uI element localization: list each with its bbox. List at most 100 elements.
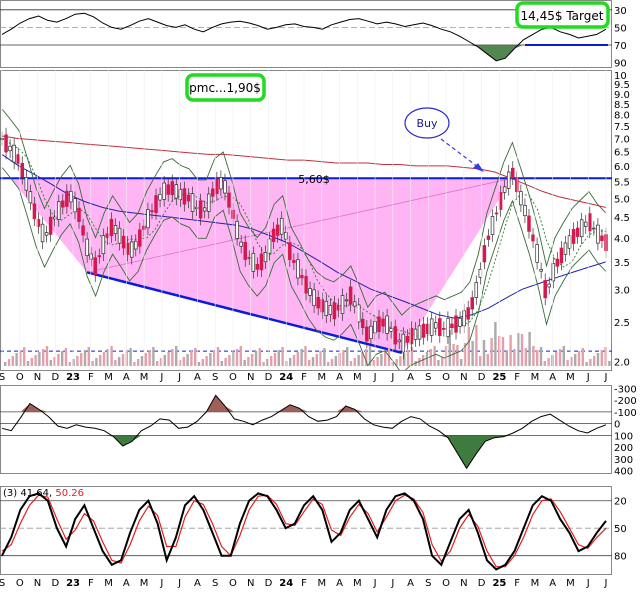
- candle-body: [515, 178, 519, 193]
- candle-body: [377, 316, 381, 333]
- x-tick-label-bottom: J: [177, 578, 181, 589]
- volume-bar: [551, 355, 554, 366]
- candle-body: [539, 269, 543, 272]
- momentum-panel-frame: [0, 385, 612, 474]
- price-tick-label: 6.5: [614, 148, 630, 159]
- candle-body: [239, 241, 243, 247]
- price-tick-label: 2.0: [614, 357, 630, 368]
- volume-bar: [384, 351, 387, 366]
- volume-bar: [513, 349, 516, 366]
- candle-body: [174, 184, 179, 199]
- price-panel: [0, 70, 612, 370]
- volume-bar: [376, 357, 379, 366]
- volume-bar: [45, 346, 49, 366]
- x-tick-label-top: A: [123, 372, 130, 383]
- rsi-tick-label: 30: [614, 6, 627, 17]
- volume-bar: [410, 347, 413, 366]
- x-tick-label-bottom: F: [514, 578, 520, 589]
- candle-body: [352, 301, 357, 307]
- candle-body: [316, 296, 320, 309]
- volume-bar: [163, 355, 166, 366]
- price-tick-label: 9.5: [614, 80, 630, 91]
- candle-body: [559, 247, 564, 264]
- candle-body: [490, 216, 495, 235]
- candle-body: [20, 162, 25, 178]
- volume-bar: [254, 351, 258, 366]
- target-callout: 14,45$ Target: [515, 1, 610, 29]
- volume-bar: [505, 351, 508, 366]
- candle-body: [519, 191, 523, 206]
- volume-bar: [479, 356, 482, 366]
- volume-bar: [190, 351, 193, 366]
- x-tick-label-top: A: [194, 372, 201, 383]
- candle-body: [162, 182, 166, 200]
- volume-bar: [467, 327, 470, 366]
- candle-body: [397, 339, 402, 343]
- price-tick-label: 6.0: [614, 162, 630, 173]
- volume-bar: [596, 353, 600, 366]
- candle-body: [401, 333, 406, 353]
- rsi-panel: [0, 9, 612, 62]
- buy-ellipse: [404, 107, 450, 139]
- volume-bar: [76, 356, 79, 366]
- candle-body: [150, 210, 154, 213]
- x-tick-label-bottom: M: [531, 578, 540, 589]
- candle-body: [109, 218, 114, 236]
- candle-body: [138, 229, 142, 247]
- candle-body: [579, 219, 584, 238]
- candle-body: [166, 184, 170, 195]
- price-tick-label: 8.0: [614, 111, 630, 122]
- price-tick-label: 10: [614, 71, 627, 82]
- volume-bar: [156, 361, 159, 366]
- candle-body: [259, 253, 264, 271]
- volume-bar: [509, 335, 512, 366]
- candle-body: [506, 171, 511, 189]
- volume-bar: [608, 361, 611, 366]
- candle-body: [340, 295, 345, 314]
- x-tick-label-bottom: A: [549, 578, 556, 589]
- candle-body: [381, 318, 385, 327]
- candle-body: [543, 280, 547, 299]
- candle-body: [433, 322, 438, 329]
- volume-bar: [456, 345, 459, 366]
- x-tick-label-top: A: [407, 372, 414, 383]
- candle-body: [535, 244, 539, 263]
- candle-body: [113, 225, 118, 235]
- x-tick-label-top: D: [478, 372, 486, 383]
- volume-bar: [91, 361, 94, 366]
- volume-bar: [72, 359, 75, 366]
- volume-bar: [239, 346, 242, 366]
- triangle-diagonal: [86, 177, 513, 273]
- candle-body: [523, 204, 527, 217]
- candle-body: [446, 318, 450, 337]
- volume-bar: [387, 348, 391, 366]
- x-tick-label-top: O: [442, 372, 450, 383]
- volume-bar: [558, 349, 562, 366]
- x-tick-label-top: S: [425, 372, 431, 383]
- x-tick-label-bottom: N: [247, 578, 254, 589]
- volume-bar: [368, 346, 372, 366]
- volume-bar: [311, 357, 315, 366]
- volume-bar: [23, 347, 26, 366]
- volume-bar: [403, 353, 406, 366]
- volume-bar: [247, 357, 250, 366]
- x-tick-label-bottom: S: [0, 578, 5, 589]
- x-tick-label-bottom: 24: [279, 578, 293, 589]
- x-tick-label-bottom: O: [229, 578, 237, 589]
- volume-bar: [178, 360, 182, 366]
- candle-body: [202, 207, 207, 212]
- x-tick-label-bottom: 23: [66, 578, 80, 589]
- stochastic-tick-label: 80: [614, 552, 627, 563]
- candle-body: [300, 275, 304, 279]
- candle-body: [438, 318, 442, 336]
- volume-bar: [346, 347, 349, 366]
- x-tick-label-bottom: M: [104, 578, 113, 589]
- volume-bar: [547, 358, 550, 366]
- volume-bar: [334, 356, 337, 366]
- x-tick-label-top: F: [514, 372, 520, 383]
- stochastic-title-d: 50.26: [55, 488, 84, 499]
- volume-bar: [7, 359, 11, 366]
- candle-body: [251, 252, 256, 272]
- volume-bar: [555, 352, 558, 366]
- candle-body: [198, 200, 203, 219]
